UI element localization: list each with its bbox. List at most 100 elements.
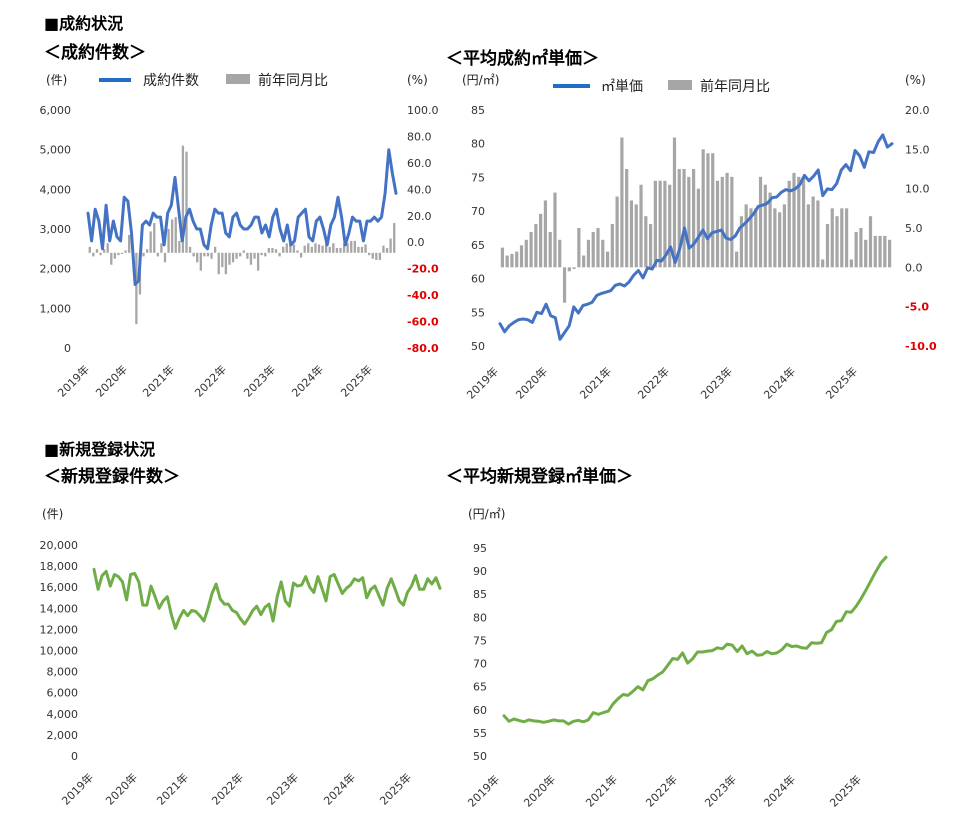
contracts-price-x-tick: 2020年 (513, 364, 550, 401)
contracts-count-y-right-tick: 20.0 (407, 210, 432, 223)
contracts-count-bar (310, 246, 313, 253)
contracts-price-y-left-tick: 65 (471, 239, 485, 252)
registrations-count-x-tick: 2025年 (377, 770, 414, 807)
contracts-count-y-left-tick: 2,000 (40, 263, 72, 276)
contracts-count-bar (314, 243, 317, 253)
contracts-price-bar (601, 239, 605, 268)
contracts-count-bar (199, 252, 202, 271)
registrations-price-y-left-tick: 85 (473, 588, 487, 601)
contracts-count-bar (393, 223, 396, 253)
contracts-count-bar (264, 252, 267, 257)
contracts-count-bar (353, 240, 356, 253)
contracts-price-bar (505, 255, 509, 268)
contracts-count-bar (346, 243, 349, 253)
contracts-price-bar (634, 204, 638, 268)
contracts-count-bar (360, 246, 364, 253)
contracts-price-bar (529, 231, 533, 268)
contracts-price-bar (658, 180, 662, 268)
contracts-price-bar (539, 213, 543, 268)
contracts-price-legend-bar-swatch (668, 80, 692, 90)
contracts-price-legend-line-label: ㎡単価 (601, 79, 643, 95)
contracts-count-y-right-tick: -80.0 (407, 342, 439, 355)
contracts-price-bar (854, 231, 858, 268)
contracts-price-bar (620, 137, 624, 268)
contracts-price-y-right-tick: -5.0 (905, 301, 929, 314)
contracts-price-bar (687, 176, 691, 268)
contracts-price-y-left-tick: 50 (471, 340, 485, 353)
contracts-price-bar (596, 228, 600, 268)
contracts-price-bar (749, 208, 753, 268)
contracts-count-bar (289, 243, 292, 253)
registrations-count-x-tick: 2020年 (103, 770, 140, 807)
registrations-count-series-line (92, 567, 442, 630)
contracts-count-legend-bar-label: 前年同月比 (258, 72, 328, 89)
contracts-count-bar (342, 243, 346, 253)
contracts-count-bar (267, 248, 271, 253)
contracts-count-bar (260, 252, 263, 256)
contracts-price-bar (548, 231, 552, 268)
contracts-count-bar (203, 252, 206, 257)
contracts-count-bar (253, 252, 256, 259)
contracts-count-bar (307, 243, 310, 253)
contracts-count-bar (88, 246, 91, 253)
contracts-count-y-right-tick: 60.0 (407, 157, 432, 170)
contracts-price-bar (763, 184, 767, 268)
contracts-count-bar (231, 252, 235, 263)
contracts-price-title: ＜平均成約㎡単価＞ (446, 49, 599, 69)
contracts-count-x-tick: 2020年 (93, 362, 130, 399)
contracts-price-bar (735, 251, 739, 268)
contracts-price-bar (883, 235, 887, 268)
contracts-count-bar (117, 252, 120, 256)
contracts-price-y-left-tick: 80 (471, 138, 485, 151)
contracts-count-bar (149, 231, 152, 253)
contracts-count-bar (221, 252, 224, 268)
contracts-price-bar (720, 176, 724, 268)
contracts-count-x-tick: 2021年 (140, 362, 177, 399)
contracts-count-bar (206, 252, 210, 257)
contracts-price-bar (811, 196, 815, 268)
contracts-price-x-tick: 2019年 (464, 364, 501, 401)
registrations-price-x-tick: 2023年 (702, 772, 739, 809)
registrations-count-x-tick: 2021年 (154, 770, 191, 807)
registrations-price-y-left-tick: 80 (473, 611, 487, 624)
contracts-count-bar (375, 252, 378, 260)
registrations-count-y-left-tick: 6,000 (47, 687, 79, 700)
contracts-price-y-right-tick: 5.0 (905, 222, 923, 235)
contracts-count-bar (192, 252, 195, 257)
contracts-count-bar (371, 252, 374, 259)
contracts-count-y-right-unit: (%) (407, 73, 428, 87)
contracts-price-y-right-tick: 15.0 (905, 143, 930, 156)
contracts-count-bar (278, 252, 281, 257)
contracts-price-bar (610, 224, 614, 268)
registrations-price-x-tick: 2021年 (583, 772, 620, 809)
contracts-count-y-right-tick: -40.0 (407, 289, 439, 302)
contracts-count-y-right-tick: 80.0 (407, 130, 432, 143)
contracts-price-bar (591, 231, 595, 268)
contracts-count-bar (102, 249, 106, 253)
registrations-count-y-left-tick: 0 (71, 750, 78, 763)
registrations-price-y-left-tick: 70 (473, 658, 487, 671)
contracts-section-heading: ■成約状況 (44, 14, 124, 33)
contracts-price-x-tick: 2021年 (577, 364, 614, 401)
contracts-count-bar (328, 246, 331, 253)
registrations-price-y-left-tick: 75 (473, 634, 487, 647)
registrations-count-y-left-tick: 10,000 (40, 645, 79, 658)
contracts-price-x-tick: 2024年 (761, 364, 798, 401)
registrations-count-y-left-tick: 4,000 (47, 708, 79, 721)
contracts-price-bar (562, 267, 567, 303)
registrations-count-x-tick: 2024年 (321, 770, 358, 807)
registrations-count-y-left-tick: 12,000 (40, 623, 79, 636)
contracts-price-x-tick: 2022年 (635, 364, 672, 401)
contracts-count-bar (178, 240, 181, 253)
registrations-count-y-left-tick: 16,000 (40, 581, 79, 594)
contracts-price-bar (701, 149, 705, 268)
contracts-count-bar (271, 248, 274, 253)
contracts-price-bar (816, 200, 820, 268)
contracts-count-bar (106, 243, 109, 253)
contracts-count-y-left-tick: 5,000 (40, 144, 72, 157)
contracts-count-bar (142, 252, 145, 257)
contracts-price-bar (806, 204, 810, 268)
contracts-count-bar (303, 245, 306, 253)
contracts-count-x-tick: 2025年 (338, 362, 375, 399)
contracts-price-bar (677, 169, 681, 268)
